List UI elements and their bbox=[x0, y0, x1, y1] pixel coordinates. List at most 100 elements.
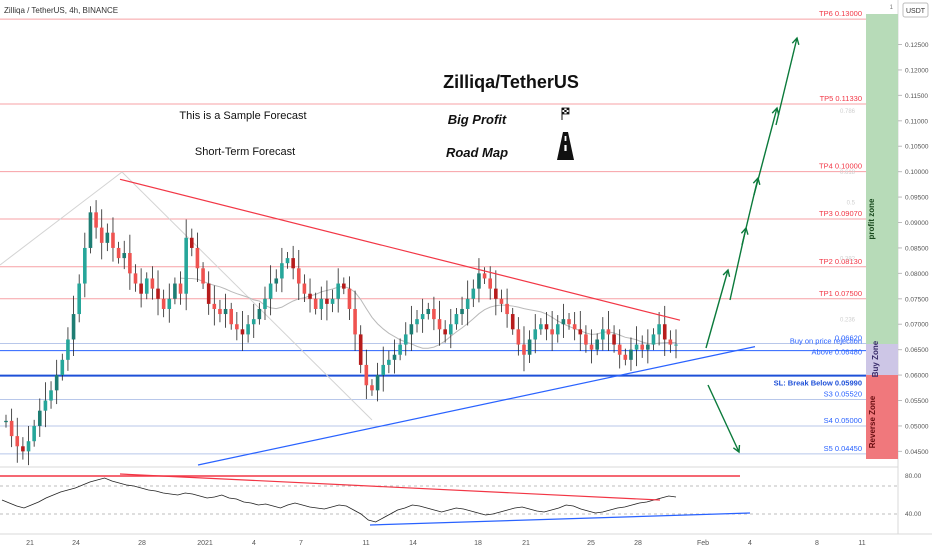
time-label-11: 28 bbox=[634, 540, 642, 547]
candle-body-5 bbox=[32, 425, 36, 442]
candle-body-93 bbox=[527, 339, 532, 355]
candle-body-72 bbox=[409, 324, 414, 335]
candle-body-14 bbox=[83, 247, 87, 284]
candle-body-90 bbox=[510, 314, 515, 330]
price-tick-label-9: 0.08000 bbox=[905, 271, 929, 278]
candlestick-series bbox=[4, 200, 678, 466]
candle-body-48 bbox=[274, 278, 279, 284]
candle-body-42 bbox=[240, 329, 245, 335]
candle-body-61 bbox=[347, 288, 352, 309]
candle-body-77 bbox=[437, 319, 442, 330]
candle-body-68 bbox=[387, 359, 391, 365]
price-tick-label-14: 0.05500 bbox=[905, 398, 929, 405]
price-tick-label-11: 0.07000 bbox=[905, 322, 929, 329]
forecast-down-arrow-head bbox=[732, 444, 741, 454]
price-axis[interactable]: 0.12500 0.12000 0.11500 0.11000 0.10500 0.100… bbox=[898, 42, 929, 456]
price-tick-label-16: 0.04500 bbox=[905, 449, 929, 456]
forecast-down-arrow-shaft bbox=[707, 384, 740, 453]
level-label-12: S5 0.04450 bbox=[824, 444, 862, 453]
candle-body-56 bbox=[319, 298, 324, 309]
candle-body-26 bbox=[150, 278, 155, 289]
candle-body-21 bbox=[122, 253, 127, 259]
currency-badge[interactable] bbox=[902, 2, 929, 18]
time-label-3: 2021 bbox=[197, 540, 213, 547]
time-axis[interactable]: 21 24 28 2021 4 7 11 14 18 21 25 28 Feb 4 8 11 bbox=[26, 540, 866, 547]
candle-body-74 bbox=[420, 314, 425, 320]
candle-body-29 bbox=[167, 298, 172, 309]
pair-title: Zilliqa/TetherUS bbox=[443, 72, 579, 92]
candle-body-119 bbox=[674, 344, 678, 346]
time-label-1: 24 bbox=[72, 540, 80, 547]
sma-line bbox=[180, 277, 677, 349]
candle-body-102 bbox=[578, 329, 583, 335]
candle-body-30 bbox=[173, 283, 177, 299]
candle-body-33 bbox=[189, 237, 194, 248]
candle-body-70 bbox=[398, 344, 402, 355]
candle-body-7 bbox=[43, 400, 48, 411]
sample-forecast-note: This is a Sample Forecast bbox=[179, 110, 306, 122]
forecast-up-arrow-0-shaft bbox=[705, 269, 729, 349]
candle-body-59 bbox=[336, 283, 340, 299]
osc-tick-label-1: 40.00 bbox=[905, 511, 922, 518]
candle-body-51 bbox=[291, 258, 295, 269]
candle-body-87 bbox=[494, 288, 498, 299]
level-label-6: 0.06620 bbox=[835, 334, 862, 343]
price-tick-label-8: 0.08500 bbox=[905, 245, 929, 252]
candle-body-62 bbox=[353, 308, 357, 335]
time-label-2: 28 bbox=[138, 540, 146, 547]
candle-body-55 bbox=[313, 298, 318, 309]
candle-body-24 bbox=[139, 283, 143, 294]
time-label-13: 4 bbox=[748, 540, 752, 547]
candle-body-60 bbox=[342, 283, 346, 289]
currency-label: USDT bbox=[906, 8, 926, 15]
candle-body-37 bbox=[212, 303, 217, 309]
price-tick-label-1: 0.12000 bbox=[905, 67, 929, 74]
candle-body-11 bbox=[66, 339, 70, 360]
candle-body-81 bbox=[460, 308, 464, 315]
candle-body-66 bbox=[375, 375, 380, 391]
candle-body-65 bbox=[370, 385, 374, 391]
candle-body-6 bbox=[37, 410, 42, 426]
candle-body-88 bbox=[499, 298, 504, 304]
oscillator-axis: 80.00 40.00 bbox=[905, 473, 922, 518]
short-term-note: Short-Term Forecast bbox=[195, 146, 295, 158]
candle-body-10 bbox=[60, 359, 65, 376]
candle-body-85 bbox=[482, 273, 487, 279]
resistance-trendline bbox=[119, 178, 681, 321]
candle-body-118 bbox=[668, 339, 673, 345]
candle-body-63 bbox=[358, 334, 363, 365]
buy-zone bbox=[866, 344, 898, 375]
price-tick-label-4: 0.10500 bbox=[905, 144, 929, 151]
level-label-1: TP5 0.11330 bbox=[820, 94, 862, 103]
candle-body-31 bbox=[178, 283, 183, 294]
level-label-2: TP4 0.10000 bbox=[819, 162, 862, 171]
candle-body-49 bbox=[280, 263, 284, 279]
fib-ghost-label-3: 0.382 bbox=[840, 257, 856, 263]
level-label-3: TP3 0.09070 bbox=[819, 209, 862, 218]
level-label-7: Buy on price rejection bbox=[790, 337, 862, 346]
candle-body-23 bbox=[133, 273, 138, 284]
candle-body-113 bbox=[640, 344, 645, 350]
time-label-9: 21 bbox=[522, 540, 530, 547]
candle-body-96 bbox=[544, 324, 549, 330]
big-profit-label: Big Profit bbox=[448, 112, 507, 127]
candle-body-94 bbox=[533, 329, 538, 340]
oscillator-path bbox=[1, 477, 677, 523]
candle-body-78 bbox=[443, 329, 447, 335]
candle-body-105 bbox=[595, 339, 599, 350]
candle-body-83 bbox=[471, 288, 476, 299]
candle-body-27 bbox=[156, 288, 160, 299]
forecast-up-arrow-3-head bbox=[771, 106, 780, 115]
fib-ghost-labels: 0.786 0.618 0.5 0.382 0.236 bbox=[840, 109, 856, 324]
price-tick-label-7: 0.09000 bbox=[905, 220, 929, 227]
candle-body-73 bbox=[415, 319, 419, 325]
candle-body-19 bbox=[111, 232, 115, 248]
candle-body-4 bbox=[26, 441, 31, 452]
candle-body-44 bbox=[251, 319, 256, 325]
candle-body-28 bbox=[161, 298, 166, 309]
candle-body-92 bbox=[522, 344, 526, 355]
candle-body-16 bbox=[94, 212, 98, 228]
osc-resistance-line bbox=[119, 473, 661, 501]
forecast-up-arrow-4-shaft bbox=[775, 37, 798, 126]
